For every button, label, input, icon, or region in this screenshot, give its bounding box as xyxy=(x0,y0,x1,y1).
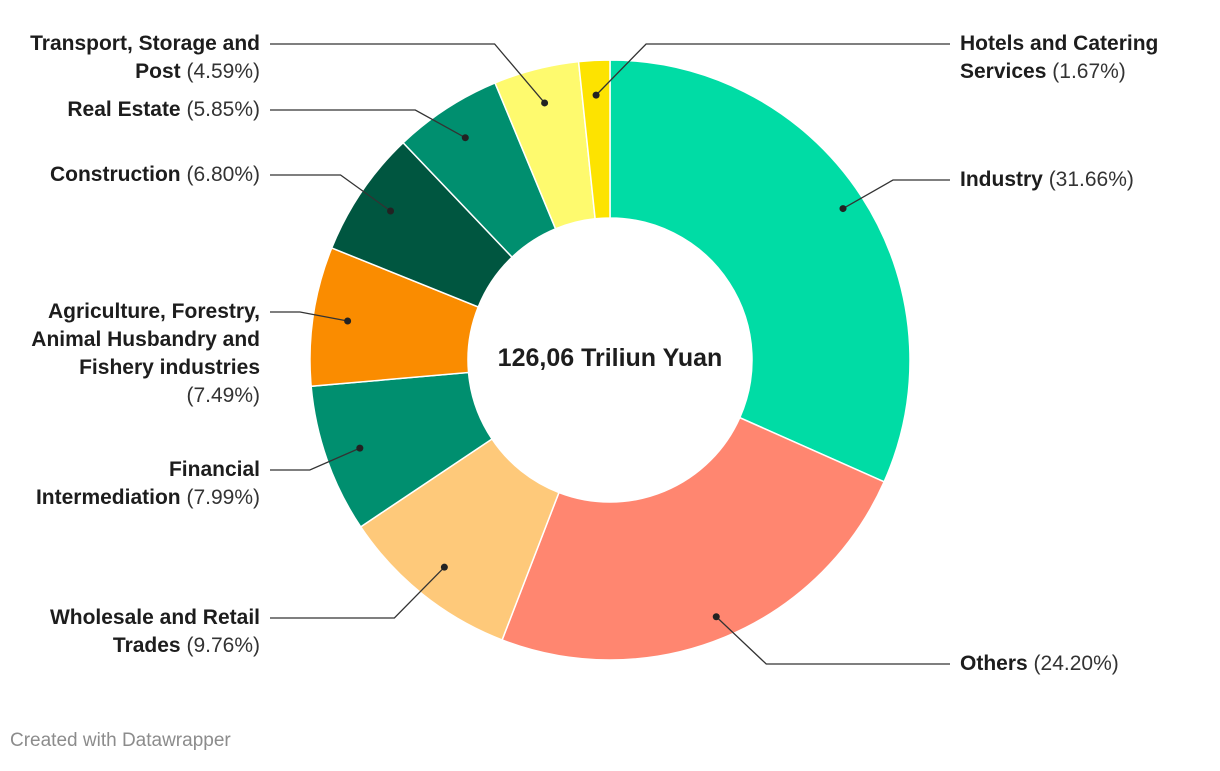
leader-line-agriculture-forestry-animal-husbandry-and-fishery-industries xyxy=(270,311,348,322)
slice-label-name: Fishery industries xyxy=(79,356,260,379)
chart-credit: Created with Datawrapper xyxy=(10,730,231,751)
slice-label-percent: (1.67%) xyxy=(1052,60,1126,83)
slice-label-wholesale-and-retail-trades: Wholesale and Retail Trades (9.76%) xyxy=(50,604,260,660)
leader-dot-construction xyxy=(387,207,395,215)
leader-dot-hotels-and-catering-services xyxy=(592,91,600,99)
slice-label-name: Animal Husbandry and xyxy=(31,328,260,351)
slice-label-construction: Construction (6.80%) xyxy=(50,161,260,189)
slice-label-name: Post xyxy=(135,60,181,83)
slice-others xyxy=(501,416,886,661)
slice-industry xyxy=(609,59,911,483)
slice-label-agriculture-forestry-animal-husbandry-and-fishery-industries: Agriculture, Forestry, Animal Husbandry a… xyxy=(31,298,260,410)
slice-label-name: Others xyxy=(960,652,1028,675)
slice-label-name: Real Estate xyxy=(67,98,181,121)
slice-label-others: Others (24.20%) xyxy=(960,650,1119,678)
leader-dot-others xyxy=(712,613,720,621)
slice-label-percent: (24.20%) xyxy=(1033,652,1119,675)
slice-label-percent: (7.99%) xyxy=(186,486,260,509)
slice-label-percent: (6.80%) xyxy=(186,163,260,186)
leader-line-wholesale-and-retail-trades xyxy=(270,566,445,619)
slice-label-name: Construction xyxy=(49,163,181,186)
slice-label-financial-intermediation: Financial Intermediation (7.99%) xyxy=(36,456,260,512)
slice-label-name: Wholesale and Retail xyxy=(49,606,260,629)
slice-label-transport-storage-and-post: Transport, Storage and Post (4.59%) xyxy=(30,30,260,86)
slice-label-name: Industry xyxy=(960,168,1043,191)
slice-label-name: Trades xyxy=(112,634,181,657)
slice-label-percent: (9.76%) xyxy=(186,634,260,657)
slice-label-industry: Industry (31.66%) xyxy=(960,166,1134,194)
leader-line-transport-storage-and-post xyxy=(270,43,546,104)
leader-line-hotels-and-catering-services xyxy=(595,43,950,96)
leader-dot-real-estate xyxy=(461,134,469,142)
leader-line-others xyxy=(715,616,950,665)
leader-dot-transport-storage-and-post xyxy=(541,99,549,107)
leader-line-construction xyxy=(270,174,391,212)
donut-center-total: 126,06 Triliun Yuan xyxy=(497,344,723,372)
leader-dot-wholesale-and-retail-trades xyxy=(440,563,448,571)
slice-label-real-estate: Real Estate (5.85%) xyxy=(67,96,260,124)
slice-label-name: Agriculture, Forestry, xyxy=(48,300,260,323)
slice-hotels-and-catering-services xyxy=(577,59,611,220)
slice-label-percent: (5.85%) xyxy=(186,98,260,121)
leader-line-financial-intermediation xyxy=(270,447,361,471)
slice-label-name: Transport, Storage and xyxy=(30,32,260,55)
slice-label-name: Services xyxy=(960,60,1047,83)
leader-dot-industry xyxy=(839,205,847,213)
leader-line-industry xyxy=(842,179,950,210)
leader-dot-agriculture-forestry-animal-husbandry-and-fishery-industries xyxy=(344,317,352,325)
slice-label-hotels-and-catering-services: Hotels and Catering Services (1.67%) xyxy=(960,30,1158,86)
leader-line-real-estate xyxy=(270,109,466,139)
slice-label-percent: (4.59%) xyxy=(186,60,260,83)
slice-label-percent: (31.66%) xyxy=(1048,168,1134,191)
slice-label-name: Financial xyxy=(168,458,260,481)
slice-label-name: Hotels and Catering xyxy=(960,32,1159,55)
slice-label-percent: (7.49%) xyxy=(186,384,260,407)
leader-dot-financial-intermediation xyxy=(356,444,364,452)
slice-label-name: Intermediation xyxy=(35,486,181,509)
